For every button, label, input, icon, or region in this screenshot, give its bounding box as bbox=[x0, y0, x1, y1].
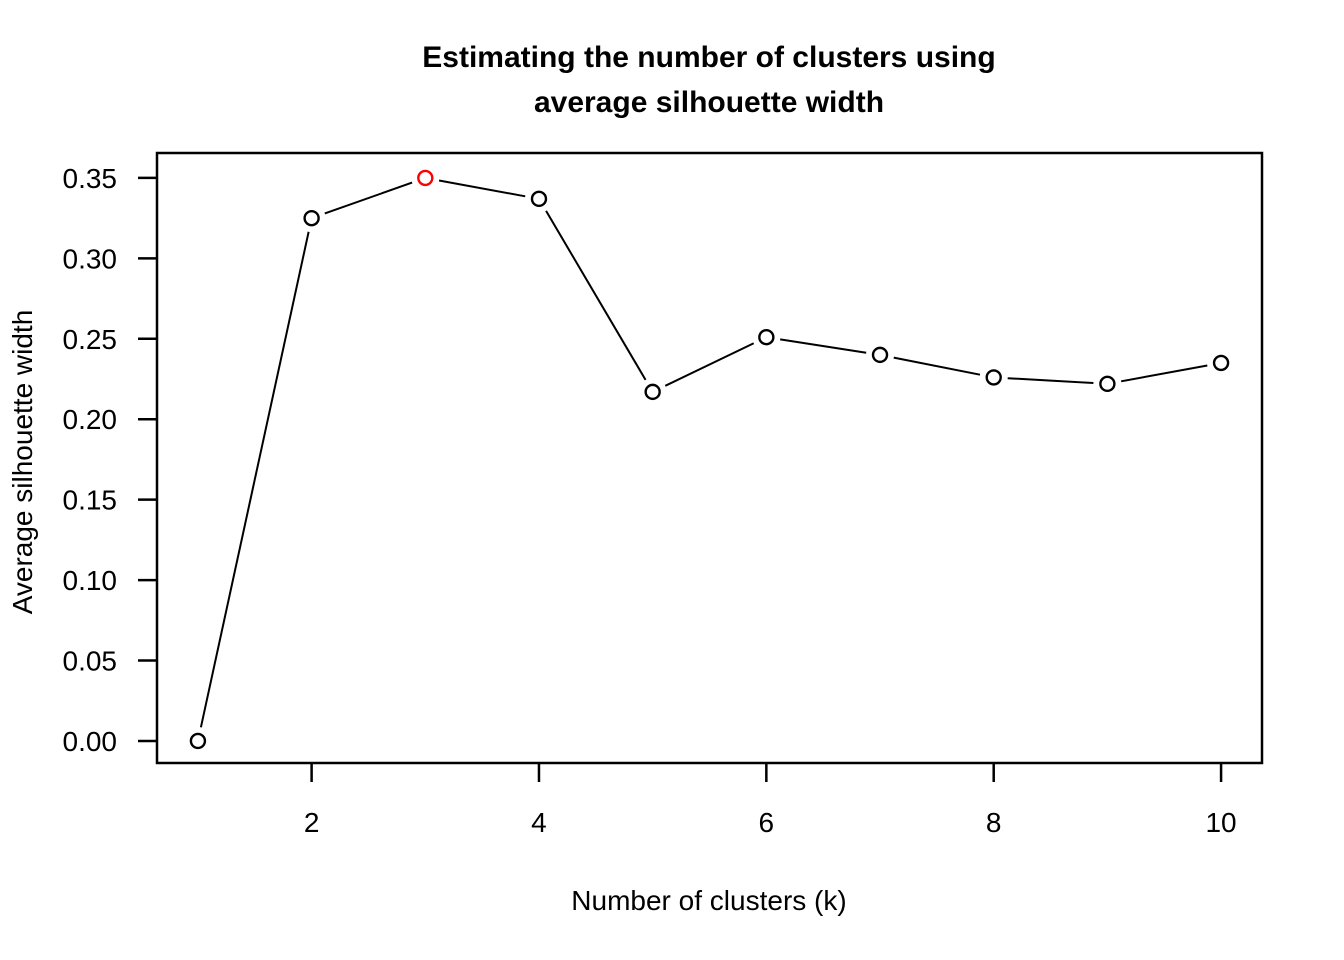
x-tick-label: 2 bbox=[304, 807, 320, 838]
chart-title-line2: average silhouette width bbox=[534, 86, 884, 119]
line-segment bbox=[199, 231, 310, 728]
line-segment bbox=[664, 342, 755, 387]
x-tick-label: 8 bbox=[986, 807, 1002, 838]
plot-border bbox=[155, 151, 1264, 765]
x-axis-label: Number of clusters (k) bbox=[571, 885, 846, 916]
y-tick-label: 0.00 bbox=[63, 726, 118, 757]
data-point bbox=[1212, 354, 1230, 372]
line-segment bbox=[1120, 364, 1208, 383]
line-segment bbox=[1007, 377, 1094, 385]
data-point bbox=[189, 732, 207, 750]
y-axis-label: Average silhouette width bbox=[7, 310, 38, 615]
y-tick-label: 0.30 bbox=[63, 243, 118, 274]
chart-title-line1: Estimating the number of clusters using bbox=[422, 41, 995, 74]
line-segment bbox=[780, 338, 867, 354]
data-point bbox=[530, 190, 548, 208]
line-segment bbox=[438, 179, 526, 198]
y-tick-label: 0.05 bbox=[63, 646, 118, 677]
line-segment bbox=[545, 210, 647, 381]
line-segment bbox=[893, 356, 981, 376]
data-point bbox=[871, 346, 889, 364]
data-point bbox=[1099, 375, 1116, 393]
data-point bbox=[985, 369, 1002, 386]
data-point bbox=[758, 328, 775, 346]
data-point bbox=[303, 209, 320, 227]
y-tick-label: 0.15 bbox=[63, 485, 118, 516]
data-point bbox=[644, 383, 661, 401]
data-point-highlighted bbox=[417, 169, 434, 187]
x-tick-label: 10 bbox=[1205, 807, 1236, 838]
y-tick-label: 0.10 bbox=[63, 565, 118, 596]
y-tick-label: 0.35 bbox=[63, 163, 118, 194]
plot-area: 2 4 6 8 10 0.00 0.05 0.10 0.15 0.20 0.25 0.30 0.35 bbox=[63, 151, 1264, 838]
x-tick-label: 4 bbox=[531, 807, 547, 838]
line-segment bbox=[324, 181, 413, 215]
y-tick-label: 0.20 bbox=[63, 404, 118, 435]
x-tick-label: 6 bbox=[759, 807, 775, 838]
y-tick-label: 0.25 bbox=[63, 324, 118, 355]
